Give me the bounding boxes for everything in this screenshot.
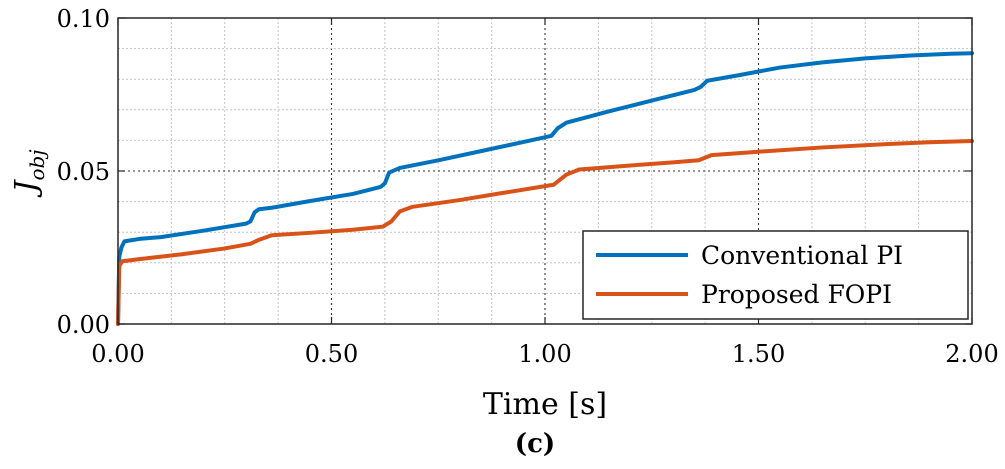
- series-line-proposed-fopi: [116, 139, 974, 326]
- series-line-conventional-pi: [116, 51, 974, 326]
- legend-label-conventional-pi: Conventional PI: [701, 241, 903, 270]
- y-axis-label-sub: obj: [25, 149, 49, 180]
- legend-label-proposed-fopi: Proposed FOPI: [701, 280, 892, 309]
- x-tick-label: 1.00: [518, 340, 571, 368]
- legend: Conventional PI Proposed FOPI: [582, 230, 969, 320]
- series-layer: [116, 51, 974, 326]
- legend-box: [582, 230, 969, 320]
- y-tick-label: 0.05: [57, 158, 110, 186]
- x-axis-label: Time [s]: [483, 387, 607, 422]
- x-tick-label: 2.00: [945, 340, 998, 368]
- grid: [118, 18, 972, 324]
- x-tick-label: 0.00: [91, 340, 144, 368]
- ticks: 0.00 0.50 1.00 1.50 2.00 0.00 0.05 0.10: [57, 5, 999, 368]
- figure-caption: (c): [515, 429, 555, 459]
- x-tick-label: 0.50: [305, 340, 358, 368]
- y-tick-label: 0.00: [57, 311, 110, 339]
- x-tick-label: 1.50: [732, 340, 785, 368]
- y-tick-label: 0.10: [57, 5, 110, 33]
